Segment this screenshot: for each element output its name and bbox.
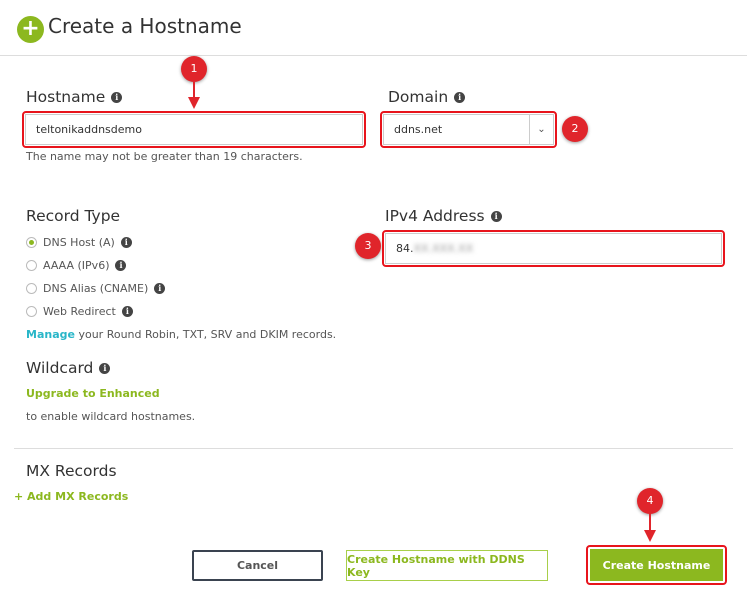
radio-web-redirect[interactable]: Web Redirect i: [26, 305, 133, 318]
ipv4-blurred: XX.XXX.XX: [413, 242, 474, 255]
upgrade-link[interactable]: Upgrade to Enhanced: [26, 387, 160, 400]
info-icon[interactable]: i: [121, 306, 133, 317]
step-badge-1: 1: [181, 56, 207, 82]
manage-desc: your Round Robin, TXT, SRV and DKIM reco…: [74, 328, 337, 341]
highlight-box: [586, 545, 727, 585]
cancel-button[interactable]: Cancel: [192, 550, 323, 581]
radio-label: DNS Alias (CNAME): [43, 282, 149, 295]
domain-label: Domain i: [388, 88, 466, 106]
step-badge-4: 4: [637, 488, 663, 514]
hostname-hint: The name may not be greater than 19 char…: [26, 150, 303, 163]
radio-icon[interactable]: [26, 306, 37, 317]
create-hostname-button[interactable]: Create Hostname: [590, 549, 723, 581]
chevron-down-icon[interactable]: ⌄: [529, 115, 553, 144]
info-icon[interactable]: i: [115, 260, 127, 271]
info-icon[interactable]: i: [111, 92, 123, 103]
ipv4-value: 84.: [396, 242, 414, 255]
radio-icon[interactable]: [26, 260, 37, 271]
radio-dns-host[interactable]: DNS Host (A) i: [26, 236, 132, 249]
ipv4-label: IPv4 Address i: [385, 207, 502, 225]
radio-label: AAAA (IPv6): [43, 259, 110, 272]
manage-text: Manage your Round Robin, TXT, SRV and DK…: [26, 328, 336, 341]
domain-select[interactable]: ddns.net ⌄: [383, 114, 554, 145]
info-icon[interactable]: i: [154, 283, 166, 294]
plus-circle-icon: +: [17, 16, 44, 43]
radio-icon[interactable]: [26, 283, 37, 294]
page-title: Create a Hostname: [48, 14, 242, 38]
hostname-label: Hostname i: [26, 88, 123, 106]
radio-label: DNS Host (A): [43, 236, 115, 249]
mx-label: MX Records: [26, 462, 117, 480]
info-icon[interactable]: i: [120, 237, 132, 248]
highlight-box: [380, 111, 557, 148]
hostname-input[interactable]: teltonikaddnsdemo: [25, 114, 363, 145]
record-type-label: Record Type: [26, 207, 121, 225]
wildcard-label: Wildcard i: [26, 359, 111, 377]
arrow-head: [188, 97, 200, 109]
manage-link[interactable]: Manage: [26, 328, 75, 341]
arrow-head: [644, 530, 656, 542]
radio-label: Web Redirect: [43, 305, 116, 318]
divider: [14, 448, 733, 449]
highlight-box: [382, 230, 725, 267]
highlight-box: [22, 111, 366, 148]
radio-cname[interactable]: DNS Alias (CNAME) i: [26, 282, 166, 295]
info-icon[interactable]: i: [99, 363, 111, 374]
step-badge-3: 3: [355, 233, 381, 259]
create-with-ddns-key-button[interactable]: Create Hostname with DDNS Key: [346, 550, 548, 581]
divider: [0, 55, 747, 56]
domain-value: ddns.net: [394, 123, 443, 136]
info-icon[interactable]: i: [490, 211, 502, 222]
wildcard-text: to enable wildcard hostnames.: [26, 410, 196, 423]
add-mx-link[interactable]: + Add MX Records: [14, 490, 129, 503]
step-badge-2: 2: [562, 116, 588, 142]
radio-icon[interactable]: [26, 237, 37, 248]
info-icon[interactable]: i: [454, 92, 466, 103]
radio-aaaa[interactable]: AAAA (IPv6) i: [26, 259, 127, 272]
arrow: [649, 513, 651, 531]
arrow: [193, 82, 195, 98]
ipv4-input[interactable]: 84. XX.XXX.XX: [385, 233, 722, 264]
